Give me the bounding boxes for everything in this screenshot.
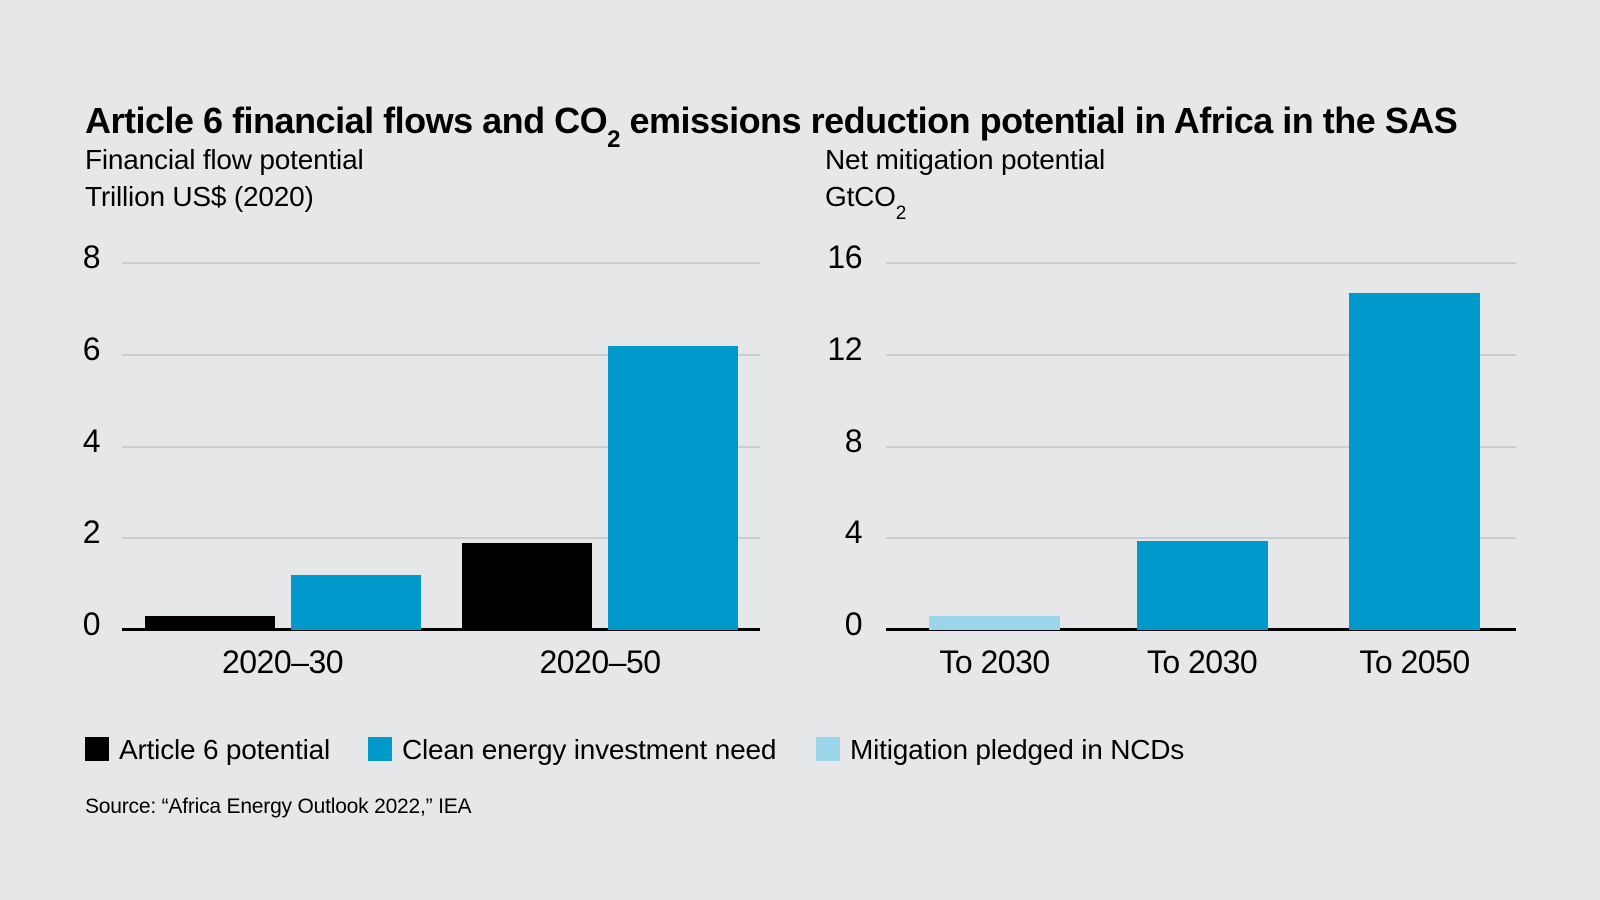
bar-clean-energy-to-2030 bbox=[1136, 540, 1268, 630]
right-chart-title: Net mitigation potential bbox=[825, 144, 1106, 175]
source-note: Source: “Africa Energy Outlook 2022,” IE… bbox=[85, 795, 472, 818]
legend-item-ncd-pledge: Mitigation pledged in NCDs bbox=[816, 733, 1184, 767]
y-tick-label: 2 bbox=[82, 514, 101, 551]
y-tick-label: 0 bbox=[82, 606, 101, 642]
y-tick-label: 0 bbox=[844, 606, 863, 642]
bar-clean-energy-2020-50 bbox=[608, 345, 738, 630]
x-axis-line bbox=[122, 628, 760, 631]
left-chart-title: Financial flow potential bbox=[85, 144, 364, 175]
x-category-label: 2020–30 bbox=[221, 644, 344, 680]
x-category-label: To 2030 bbox=[939, 644, 1050, 680]
bar-article6-2020-50 bbox=[462, 542, 592, 630]
title-subscript: 2 bbox=[607, 126, 620, 154]
legend-label: Article 6 potential bbox=[119, 734, 330, 765]
legend-swatch-lightblue bbox=[816, 737, 840, 761]
y-tick-label: 4 bbox=[82, 422, 101, 459]
gridline bbox=[886, 353, 1516, 356]
left-chart-subtitle: Financial flow potential Trillion US$ (2… bbox=[85, 141, 364, 215]
legend-label: Mitigation pledged in NCDs bbox=[850, 734, 1185, 765]
y-tick-label: 8 bbox=[82, 239, 101, 275]
gridline bbox=[886, 262, 1516, 264]
legend-label: Clean energy investment need bbox=[402, 734, 777, 765]
legend-swatch-black bbox=[85, 737, 109, 761]
bar-ncd-pledge-to-2030 bbox=[929, 616, 1060, 630]
right-chart-unit: GtCO2 bbox=[825, 181, 907, 224]
gridline bbox=[122, 537, 760, 540]
unit-subscript: 2 bbox=[895, 202, 907, 224]
x-category-label: To 2050 bbox=[1359, 644, 1470, 680]
right-chart-subtitle: Net mitigation potential GtCO2 bbox=[825, 141, 1106, 224]
gridline bbox=[886, 537, 1516, 540]
title-text-after: emissions reduction potential in Africa … bbox=[619, 100, 1458, 142]
x-category-label: 2020–50 bbox=[539, 644, 661, 680]
gridline bbox=[122, 445, 760, 448]
gridline bbox=[886, 445, 1516, 448]
bar-clean-energy-to-2050 bbox=[1349, 292, 1480, 630]
y-tick-label: 6 bbox=[82, 330, 101, 367]
bar-clean-energy-2020-30 bbox=[290, 574, 421, 630]
y-tick-label: 4 bbox=[844, 514, 863, 551]
left-chart-unit: Trillion US$ (2020) bbox=[85, 181, 314, 212]
y-tick-label: 16 bbox=[827, 239, 862, 275]
bar-article6-2020-30 bbox=[144, 616, 275, 630]
y-tick-label: 8 bbox=[844, 422, 863, 459]
gridline bbox=[122, 262, 760, 264]
legend-swatch-blue bbox=[368, 737, 392, 761]
y-tick-label: 12 bbox=[827, 330, 862, 367]
title-text: Article 6 financial flows and CO bbox=[85, 100, 608, 142]
gridline bbox=[122, 353, 760, 356]
x-category-label: To 2030 bbox=[1146, 644, 1258, 680]
page-title: Article 6 financial flows and CO2 emissi… bbox=[85, 100, 1458, 152]
chart-legend: Article 6 potential Clean energy investm… bbox=[0, 733, 1600, 767]
legend-item-article6: Article 6 potential bbox=[85, 733, 330, 767]
legend-item-clean-energy: Clean energy investment need bbox=[368, 733, 776, 767]
